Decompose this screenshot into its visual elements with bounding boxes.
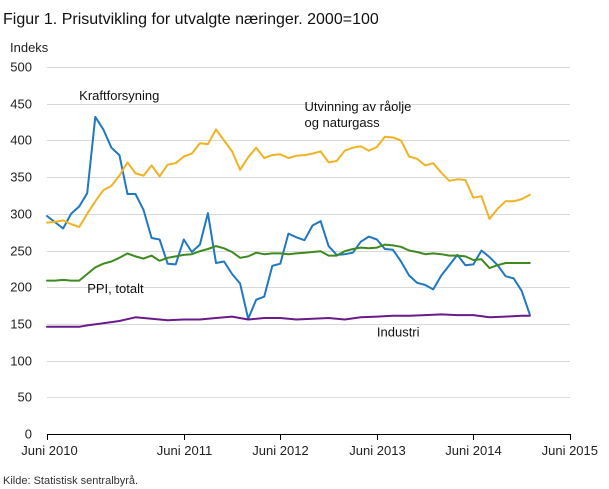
x-tick-label: Juni 2013 bbox=[349, 443, 405, 458]
series-line bbox=[46, 313, 531, 328]
series-lines bbox=[46, 115, 531, 328]
y-tick-label: 450 bbox=[10, 97, 32, 112]
y-tick-label: 100 bbox=[10, 354, 32, 369]
y-tick-label: 150 bbox=[10, 317, 32, 332]
y-tick-label: 300 bbox=[10, 207, 32, 222]
y-tick-label: 500 bbox=[10, 60, 32, 75]
y-tick-label: 50 bbox=[18, 390, 32, 405]
source-note: Kilde: Statistisk sentralbyrå. bbox=[3, 475, 138, 487]
series-label: Industri bbox=[377, 324, 420, 339]
y-tick-label: 200 bbox=[10, 280, 32, 295]
y-tick-label: 350 bbox=[10, 170, 32, 185]
y-tick-label: 0 bbox=[25, 427, 32, 442]
x-tick-label: Juni 2012 bbox=[252, 443, 308, 458]
series-line bbox=[46, 115, 531, 320]
series-label: og naturgass bbox=[304, 115, 380, 130]
series-label: Utvinning av råolje bbox=[304, 99, 411, 114]
x-tick-label: Juni 2010 bbox=[21, 443, 77, 458]
y-tick-label: 250 bbox=[10, 244, 32, 259]
series-line bbox=[46, 128, 531, 228]
x-tick-label: Juni 2015 bbox=[542, 443, 598, 458]
x-axis-ticks: Juni 2010 Juni 2011 Juni 2012 Juni 2013 Juni… bbox=[21, 434, 598, 458]
y-tick-label: 400 bbox=[10, 133, 32, 148]
x-tick-label: Juni 2014 bbox=[445, 443, 501, 458]
series-label: PPI, totalt bbox=[87, 281, 144, 296]
y-axis-ticks: 0 50 100 150 200 250 300 350 400 450 500 bbox=[10, 60, 32, 442]
y-axis-label: Indeks bbox=[10, 40, 49, 55]
chart-title: Figur 1. Prisutvikling for utvalgte næri… bbox=[3, 11, 379, 28]
series-line bbox=[46, 243, 531, 282]
series-label: Kraftforsyning bbox=[79, 88, 159, 103]
x-tick-label: Juni 2011 bbox=[157, 443, 212, 458]
